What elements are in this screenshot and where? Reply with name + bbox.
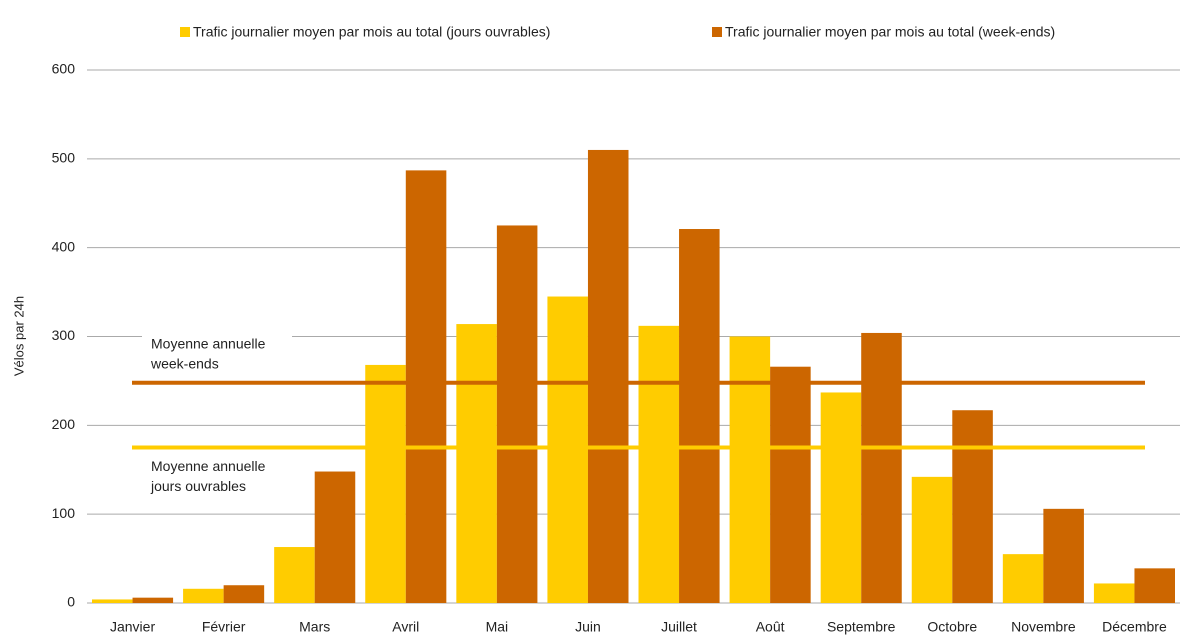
x-tick-label: Juin bbox=[575, 619, 601, 635]
y-tick-label: 300 bbox=[52, 327, 76, 343]
bar bbox=[587, 149, 629, 603]
y-tick-label: 400 bbox=[52, 238, 76, 254]
x-tick-label: Août bbox=[756, 619, 785, 635]
bar bbox=[820, 392, 862, 603]
legend-label: Trafic journalier moyen par mois au tota… bbox=[725, 24, 1055, 40]
x-tick-label: Mars bbox=[299, 619, 330, 635]
y-tick-label: 100 bbox=[52, 505, 76, 521]
bar bbox=[770, 366, 811, 603]
x-tick-label: Décembre bbox=[1102, 619, 1167, 635]
y-tick-label: 200 bbox=[52, 416, 76, 432]
annotation-bg bbox=[142, 455, 292, 498]
legend-swatch bbox=[180, 27, 190, 37]
bar bbox=[911, 476, 953, 603]
x-tick-label: Avril bbox=[392, 619, 419, 635]
x-tick-label: Mai bbox=[486, 619, 509, 635]
bar bbox=[223, 585, 265, 603]
x-tick-label: Juillet bbox=[661, 619, 697, 635]
y-axis-label: Vélos par 24h bbox=[11, 296, 26, 376]
x-tick-label: Novembre bbox=[1011, 619, 1076, 635]
y-tick-label: 0 bbox=[67, 594, 75, 610]
bar bbox=[314, 471, 356, 603]
bar bbox=[1002, 554, 1044, 603]
annotation: Moyenne annuelle bbox=[151, 335, 266, 351]
bar bbox=[861, 332, 902, 603]
legend-label: Trafic journalier moyen par mois au tota… bbox=[193, 24, 550, 40]
x-tick-label: Octobre bbox=[927, 619, 977, 635]
annotation: jours ouvrables bbox=[150, 478, 246, 494]
bar bbox=[729, 336, 771, 603]
y-tick-label: 600 bbox=[52, 61, 76, 77]
bar bbox=[365, 364, 406, 603]
y-tick-label: 500 bbox=[52, 150, 76, 166]
bar bbox=[92, 599, 133, 603]
bar bbox=[1043, 508, 1084, 603]
bar bbox=[132, 597, 174, 603]
x-tick-label: Janvier bbox=[110, 619, 155, 635]
annotation: week-ends bbox=[150, 355, 219, 371]
bar bbox=[547, 296, 588, 603]
bar bbox=[456, 324, 497, 603]
bar bbox=[183, 588, 224, 603]
bar bbox=[1134, 568, 1175, 603]
legend-swatch bbox=[712, 27, 722, 37]
bar bbox=[952, 410, 993, 603]
bar bbox=[679, 229, 720, 604]
bar bbox=[1093, 583, 1135, 603]
x-tick-label: Février bbox=[202, 619, 246, 635]
bar bbox=[405, 170, 447, 604]
x-tick-label: Septembre bbox=[827, 619, 896, 635]
bar bbox=[274, 547, 315, 603]
annotation: Moyenne annuelle bbox=[151, 458, 266, 474]
bar bbox=[638, 325, 680, 603]
bar bbox=[496, 225, 538, 604]
annotation-bg bbox=[142, 332, 292, 375]
